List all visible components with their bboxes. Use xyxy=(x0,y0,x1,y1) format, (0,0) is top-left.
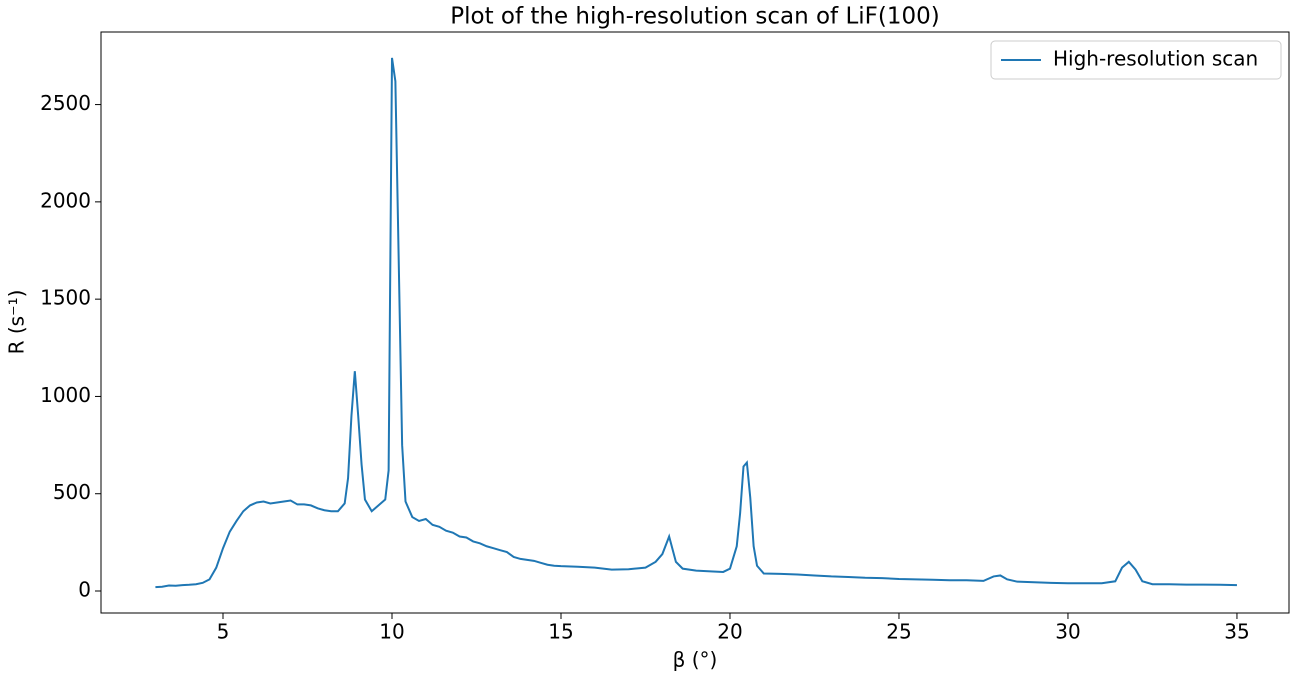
x-tick-label: 30 xyxy=(1055,620,1080,644)
x-tick-label: 35 xyxy=(1224,620,1249,644)
y-tick-label: 500 xyxy=(53,480,91,504)
x-axis-label: β (°) xyxy=(673,648,718,672)
x-tick-label: 5 xyxy=(217,620,230,644)
y-tick-label: 1000 xyxy=(40,383,91,407)
y-tick-label: 1500 xyxy=(40,286,91,310)
legend-box xyxy=(990,40,1282,80)
data-line xyxy=(155,57,1237,589)
x-tick-label: 10 xyxy=(379,620,404,644)
x-tick-label: 15 xyxy=(548,620,573,644)
y-tick-label: 0 xyxy=(78,578,91,602)
y-tick-label: 2500 xyxy=(40,91,91,115)
chart-title: Plot of the high-resolution scan of LiF(… xyxy=(450,4,940,30)
y-tick-label: 2000 xyxy=(40,188,91,212)
x-tick-label: 20 xyxy=(717,620,742,644)
legend-label: High-resolution scan xyxy=(1053,47,1258,71)
x-tick-label: 25 xyxy=(886,620,911,644)
plot-frame xyxy=(100,31,1290,614)
y-axis-label: R (s⁻¹) xyxy=(5,290,29,355)
